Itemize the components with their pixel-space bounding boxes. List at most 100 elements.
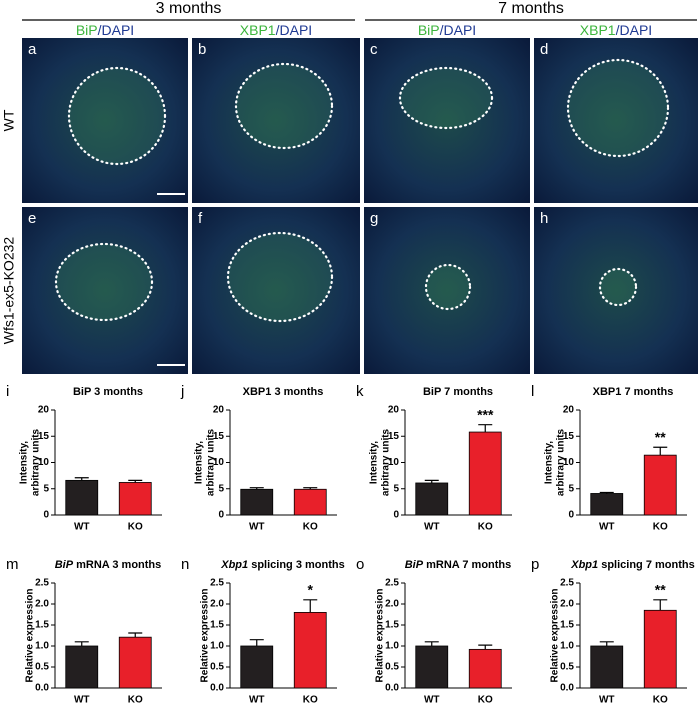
micrograph: [22, 38, 188, 203]
bar: [240, 488, 274, 516]
y-tick-label: 5: [43, 483, 49, 494]
y-tick-label: 20: [388, 405, 400, 416]
y-tick-label: 15: [563, 431, 575, 442]
y-tick-label: 2.0: [35, 599, 49, 610]
error-bar: [249, 639, 264, 646]
column-label: BiP/DAPI: [76, 22, 134, 38]
y-axis-label: arbitrary units: [556, 428, 567, 496]
y-tick-label: 0.5: [210, 662, 224, 673]
column-label-part: /DAPI: [98, 22, 135, 38]
panel-letter: h: [540, 210, 548, 227]
error-bar: [249, 487, 264, 490]
chart-title-part: mRNA 3 months: [73, 559, 161, 571]
chart-title-part: BiP: [405, 559, 424, 571]
chart-title-part: XBP1 3 months: [243, 386, 324, 398]
panel-letter: i: [6, 383, 9, 400]
x-tick-label: WT: [599, 695, 615, 706]
y-tick-label: 0.0: [35, 683, 49, 694]
error-bar: [653, 446, 668, 456]
y-tick-label: 10: [388, 457, 400, 468]
error-bar: [478, 424, 493, 433]
y-tick-label: 0.0: [560, 683, 574, 694]
row-label: WT: [1, 109, 17, 131]
micrograph: [534, 207, 698, 374]
y-tick-label: 1.0: [210, 641, 224, 652]
y-tick-label: 1.5: [385, 620, 399, 631]
y-tick-label: 5: [393, 483, 399, 494]
islet-outline: [398, 66, 494, 130]
bar: [293, 612, 327, 689]
bar: [643, 609, 677, 689]
micrograph: [364, 38, 530, 203]
chart-title-part: mRNA 7 months: [423, 559, 511, 571]
y-axis-label: arbitrary units: [206, 428, 217, 496]
x-tick-label: KO: [128, 522, 143, 533]
y-tick-label: 0: [43, 510, 49, 521]
error-bar: [128, 632, 143, 638]
bar: [590, 493, 624, 516]
chart-title: XBP1 7 months: [593, 386, 674, 398]
y-tick-label: 0.5: [35, 662, 49, 673]
panel-letter: d: [540, 41, 548, 58]
bar: [65, 645, 99, 689]
islet-outline: [226, 231, 334, 323]
error-bar: [424, 641, 439, 646]
significance: **: [655, 582, 666, 598]
y-tick-label: 1.0: [560, 641, 574, 652]
chart-title: BiP mRNA 3 months: [55, 559, 162, 571]
panel-letter: o: [356, 556, 364, 573]
panel-letter: b: [198, 41, 206, 58]
column-label-part: /DAPI: [276, 22, 313, 38]
x-tick-label: KO: [653, 695, 668, 706]
y-tick-label: 1.5: [210, 620, 224, 631]
y-tick-label: 15: [213, 431, 225, 442]
x-tick-label: WT: [249, 522, 265, 533]
error-bar: [128, 479, 143, 483]
significance: ***: [477, 406, 494, 422]
error-bar: [599, 491, 614, 494]
chart-title: BiP 3 months: [73, 386, 143, 398]
y-tick-label: 5: [568, 483, 574, 494]
x-tick-label: KO: [653, 522, 668, 533]
y-tick-label: 5: [218, 483, 224, 494]
y-tick-label: 0.0: [210, 683, 224, 694]
micrograph: [192, 207, 360, 374]
panel-letter: a: [28, 41, 37, 58]
chart-title-part: XBP1 7 months: [593, 386, 674, 398]
y-tick-label: 1.5: [35, 620, 49, 631]
panel-letter: c: [370, 41, 378, 58]
y-tick-label: 20: [38, 405, 50, 416]
significance: **: [655, 429, 666, 445]
chart-title: BiP mRNA 7 months: [405, 559, 512, 571]
column-label-part: /DAPI: [440, 22, 477, 38]
header: 7 months: [498, 0, 564, 17]
micrograph: [364, 207, 530, 374]
column-label-part: BiP: [76, 22, 98, 38]
bar: [293, 488, 327, 516]
y-tick-label: 0.5: [385, 662, 399, 673]
bar: [468, 431, 502, 516]
y-tick-label: 2.0: [210, 599, 224, 610]
panel-letter: j: [180, 383, 184, 400]
y-tick-label: 0: [218, 510, 224, 521]
panel-letter: p: [531, 556, 539, 573]
column-label-part: /DAPI: [616, 22, 653, 38]
error-bar: [478, 644, 493, 650]
islet-outline: [234, 62, 334, 150]
islet-outline: [54, 242, 154, 322]
y-axis-label: Intensity,: [369, 441, 380, 484]
y-axis-label: Relative expression: [25, 589, 36, 683]
panel-letter: k: [356, 383, 364, 400]
bar: [468, 648, 502, 689]
x-tick-label: KO: [303, 695, 318, 706]
y-tick-label: 1.5: [560, 620, 574, 631]
chart-title-part: BiP: [55, 559, 74, 571]
chart-title-part: BiP 7 months: [423, 386, 493, 398]
y-tick-label: 1.0: [385, 641, 399, 652]
x-tick-label: KO: [478, 695, 493, 706]
x-tick-label: WT: [599, 522, 615, 533]
y-tick-label: 2.5: [210, 578, 224, 589]
y-tick-label: 10: [38, 457, 50, 468]
